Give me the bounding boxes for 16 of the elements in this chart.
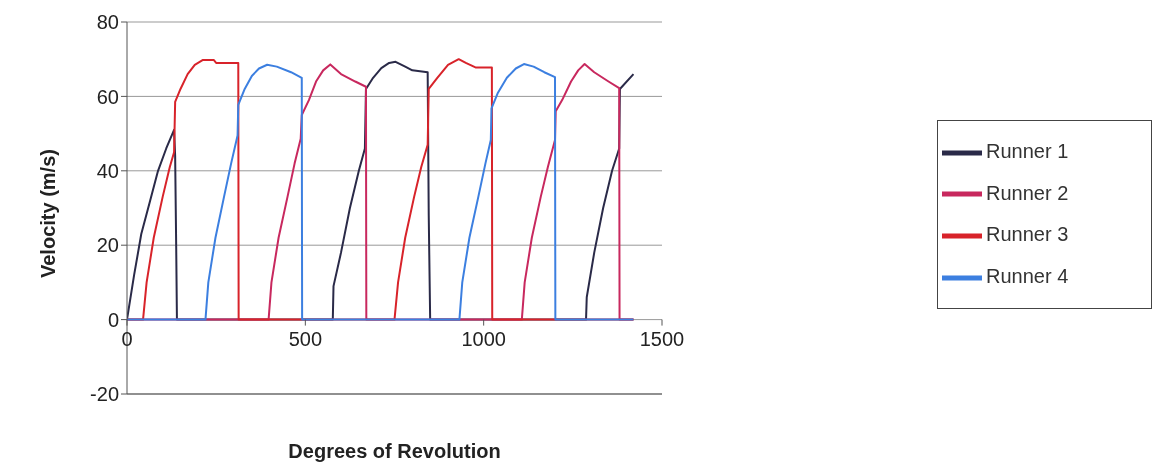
y-tick-label: 80	[96, 11, 119, 34]
x-tick-label: 1500	[639, 327, 685, 350]
y-tick-label: 60	[96, 85, 119, 108]
legend-label: Runner 3	[986, 223, 1069, 246]
y-tick-label: 20	[96, 234, 119, 257]
legend-label: Runner 2	[986, 181, 1069, 204]
y-axis-title: Velocity (m/s)	[37, 149, 60, 278]
y-tick-label: 40	[96, 159, 119, 182]
x-tick-label: 1000	[461, 327, 506, 350]
x-axis-title: Degrees of Revolution	[288, 440, 501, 462]
x-tick-label: 500	[288, 327, 323, 350]
y-tick-label: -20	[90, 383, 119, 406]
legend-label: Runner 4	[986, 265, 1069, 288]
y-tick-label: 0	[107, 308, 119, 331]
x-tick-label: 0	[121, 327, 133, 350]
legend-label: Runner 1	[986, 140, 1069, 162]
